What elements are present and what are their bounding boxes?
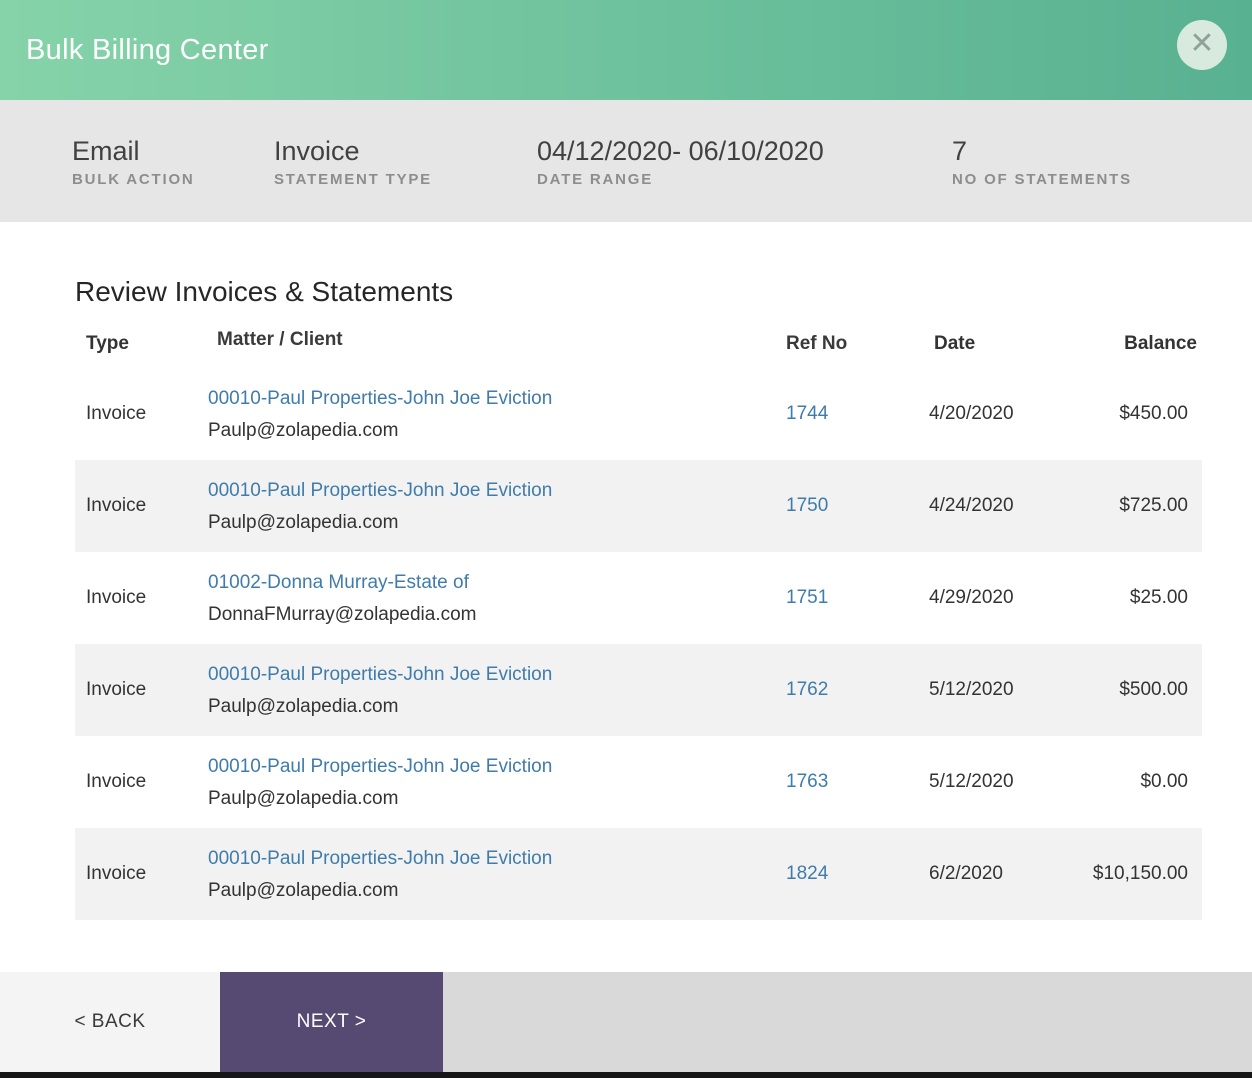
summary-item-statement-count: 7 NO OF STATEMENTS (952, 135, 1132, 188)
page-title: Bulk Billing Center (26, 33, 269, 66)
matter-link[interactable]: 00010-Paul Properties-John Joe Eviction (208, 847, 553, 869)
table-row: Invoice 00010-Paul Properties-John Joe E… (75, 644, 1202, 736)
table-header-row: Type Matter / Client Ref No Date Balance (75, 312, 1202, 368)
background-page-strip (0, 1072, 1252, 1078)
cell-type: Invoice (86, 863, 147, 884)
table-row: Invoice 00010-Paul Properties-John Joe E… (75, 368, 1202, 460)
summary-item-bulk-action: Email BULK ACTION (72, 135, 195, 188)
matter-link[interactable]: 00010-Paul Properties-John Joe Eviction (208, 755, 553, 777)
cell-date: 4/24/2020 (929, 495, 1014, 516)
review-heading: Review Invoices & Statements (75, 276, 454, 307)
client-email: Paulp@zolapedia.com (208, 695, 399, 717)
table-row: Invoice 00010-Paul Properties-John Joe E… (75, 736, 1202, 828)
close-button[interactable]: ✕ (1177, 20, 1227, 70)
matter-link[interactable]: 00010-Paul Properties-John Joe Eviction (208, 387, 553, 409)
review-section: Review Invoices & Statements Type Matter… (0, 222, 1252, 972)
summary-value: Email (72, 135, 140, 166)
cell-balance: $0.00 (1140, 771, 1188, 792)
ref-no-link[interactable]: 1824 (786, 863, 829, 884)
cell-date: 5/12/2020 (929, 679, 1014, 700)
cell-balance: $25.00 (1129, 587, 1188, 608)
close-icon: ✕ (1189, 27, 1215, 60)
table-row: Invoice 00010-Paul Properties-John Joe E… (75, 828, 1202, 920)
matter-link[interactable]: 00010-Paul Properties-John Joe Eviction (208, 663, 553, 685)
cell-type: Invoice (86, 403, 147, 424)
table-row: Invoice 00010-Paul Properties-John Joe E… (75, 460, 1202, 552)
cell-date: 4/29/2020 (929, 587, 1014, 608)
cell-date: 5/12/2020 (929, 771, 1014, 792)
cell-type: Invoice (86, 679, 147, 700)
client-email: DonnaFMurray@zolapedia.com (208, 603, 477, 625)
cell-type: Invoice (86, 771, 147, 792)
summary-item-date-range: 04/12/2020- 06/10/2020 DATE RANGE (537, 135, 824, 188)
matter-link[interactable]: 00010-Paul Properties-John Joe Eviction (208, 479, 553, 501)
cell-balance: $500.00 (1119, 679, 1188, 700)
ref-no-link[interactable]: 1750 (786, 495, 829, 516)
summary-label: NO OF STATEMENTS (952, 170, 1132, 188)
ref-no-link[interactable]: 1762 (786, 679, 829, 700)
summary-bar: Email BULK ACTION Invoice STATEMENT TYPE… (0, 100, 1252, 222)
column-header-ref-no: Ref No (786, 333, 848, 354)
cell-type: Invoice (86, 587, 147, 608)
back-button[interactable]: < BACK (0, 972, 220, 1072)
client-email: Paulp@zolapedia.com (208, 419, 399, 441)
next-button[interactable]: NEXT > (220, 972, 443, 1072)
ref-no-link[interactable]: 1744 (786, 403, 829, 424)
column-header-balance: Balance (1124, 333, 1197, 354)
client-email: Paulp@zolapedia.com (208, 511, 399, 533)
summary-value: 04/12/2020- 06/10/2020 (537, 135, 824, 166)
cell-type: Invoice (86, 495, 147, 516)
summary-value: Invoice (274, 135, 360, 166)
cell-balance: $450.00 (1119, 403, 1188, 424)
summary-label: STATEMENT TYPE (274, 170, 432, 188)
client-email: Paulp@zolapedia.com (208, 787, 399, 809)
summary-label: BULK ACTION (72, 170, 195, 188)
cell-date: 6/2/2020 (929, 863, 1003, 884)
cell-balance: $10,150.00 (1092, 863, 1188, 884)
summary-value: 7 (952, 135, 968, 166)
ref-no-link[interactable]: 1763 (786, 771, 829, 792)
summary-label: DATE RANGE (537, 170, 654, 188)
cell-balance: $725.00 (1119, 495, 1188, 516)
cell-date: 4/20/2020 (929, 403, 1014, 424)
modal-header: Bulk Billing Center ✕ (0, 0, 1252, 100)
table-row: Invoice 01002-Donna Murray-Estate of Don… (75, 552, 1202, 644)
column-header-type: Type (86, 333, 129, 354)
client-email: Paulp@zolapedia.com (208, 879, 399, 901)
matter-link[interactable]: 01002-Donna Murray-Estate of (208, 571, 469, 593)
footer: < BACK NEXT > (0, 972, 1252, 1072)
summary-item-statement-type: Invoice STATEMENT TYPE (274, 135, 432, 188)
footer-spacer (443, 972, 1252, 1072)
column-header-matter: Matter / Client (217, 329, 343, 350)
invoice-table: Type Matter / Client Ref No Date Balance… (75, 312, 1202, 920)
column-header-date: Date (934, 333, 976, 354)
ref-no-link[interactable]: 1751 (786, 587, 829, 608)
